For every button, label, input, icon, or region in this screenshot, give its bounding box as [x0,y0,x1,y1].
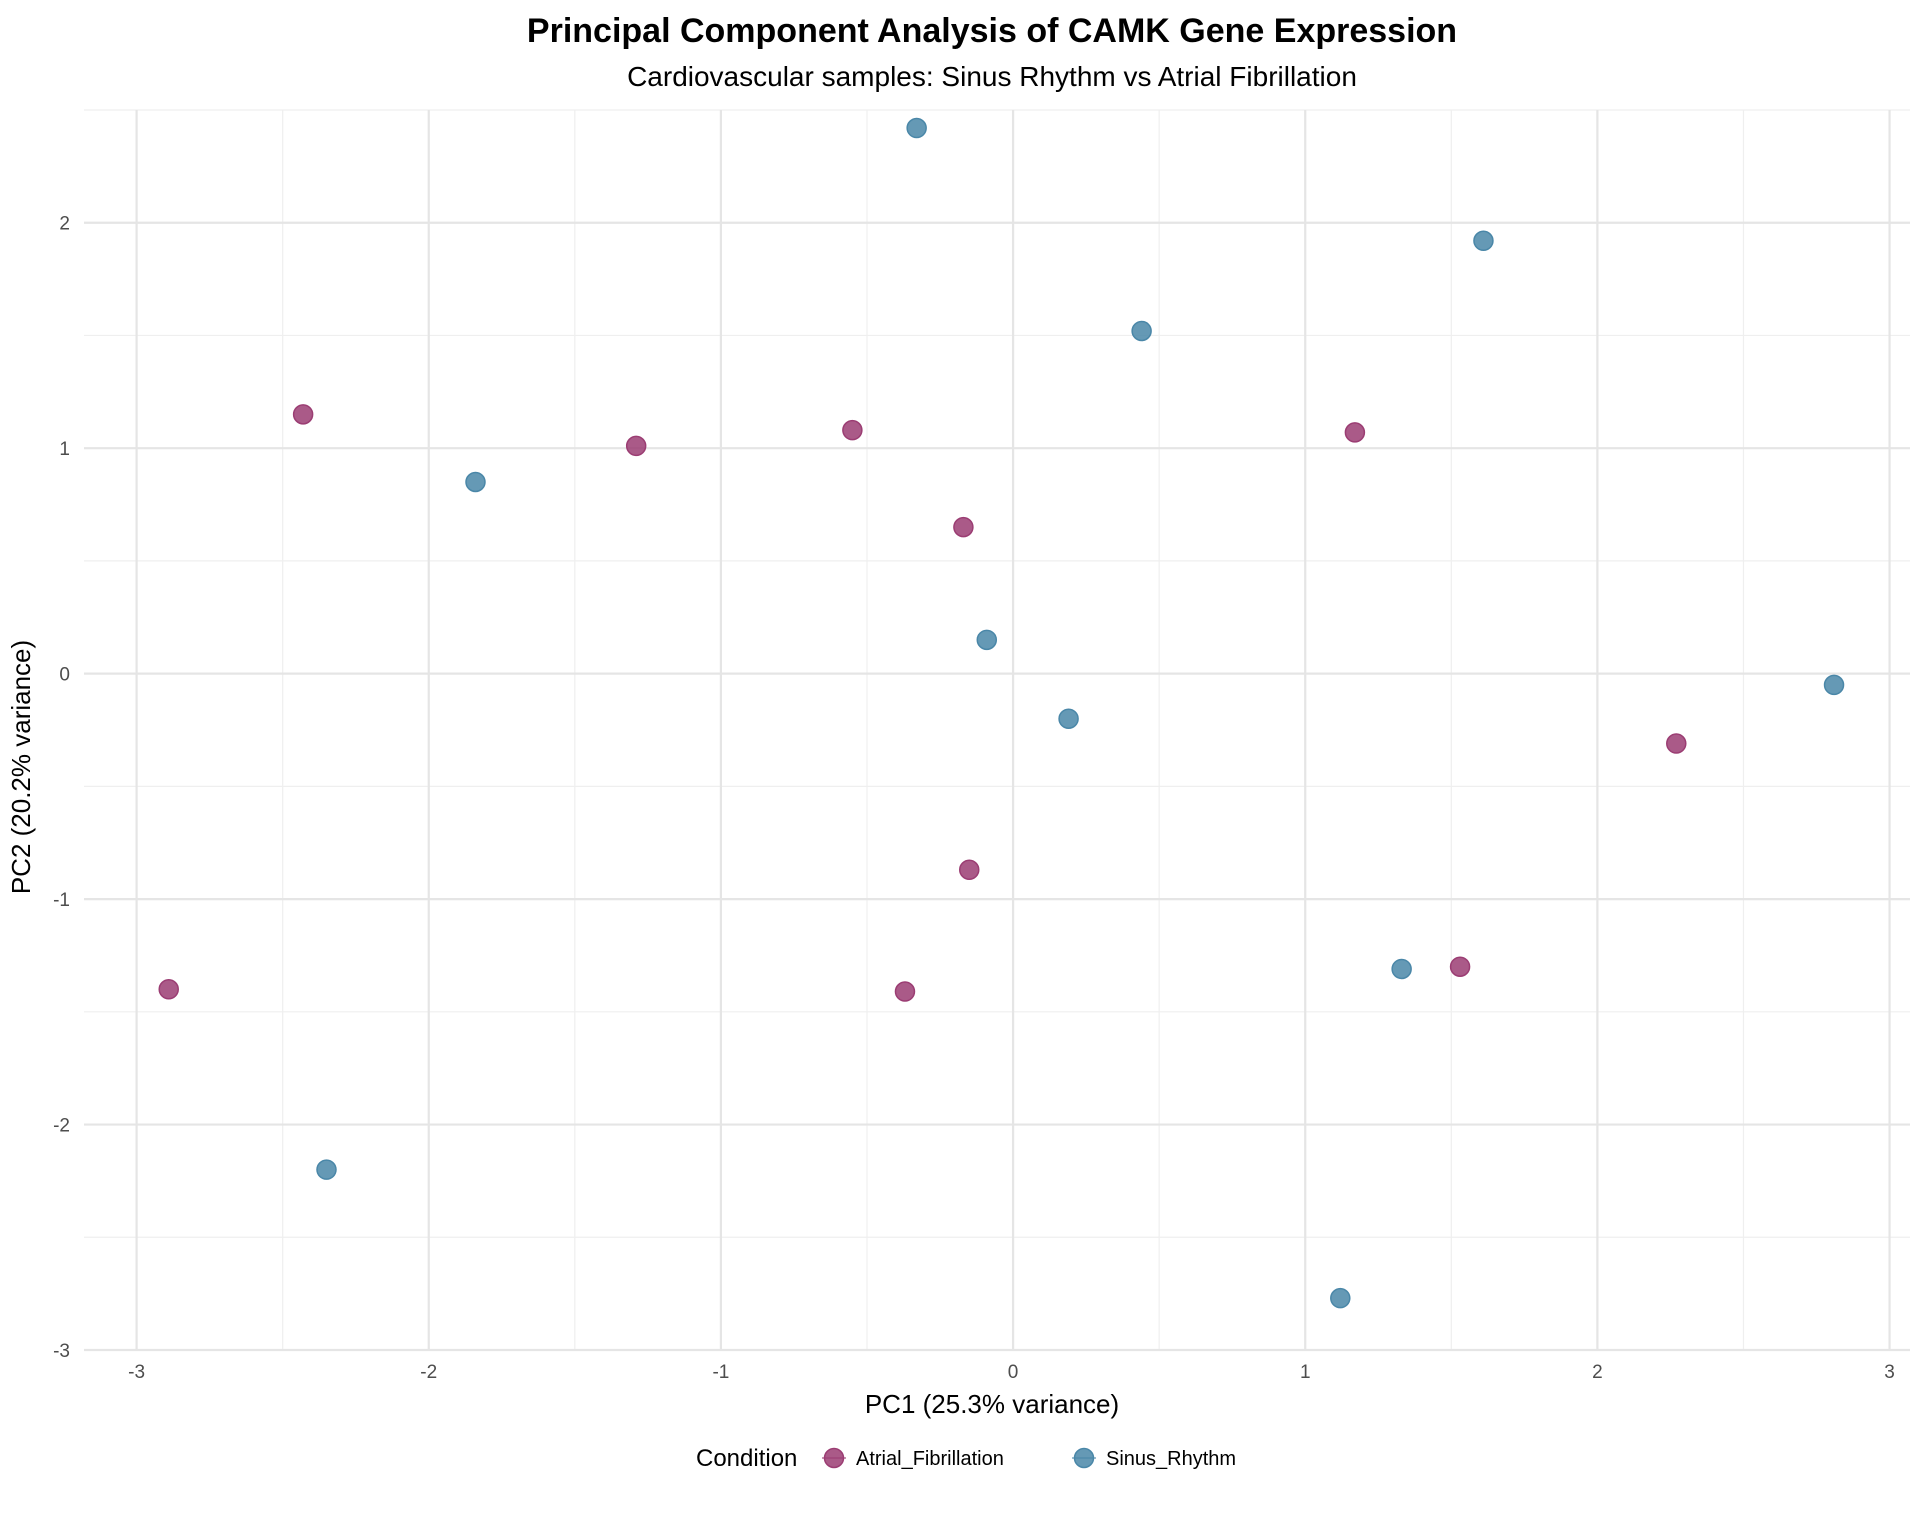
legend-key-marker [823,1447,845,1469]
x-tick-label: 3 [1884,1362,1895,1383]
x-axis-ticks: -3 -2 -1 0 1 2 3 [128,1362,1895,1383]
data-point [1449,956,1471,977]
y-tick-label: 2 [59,214,70,235]
legend-item: Sinus_Rhythm [1072,1447,1236,1470]
x-tick-label: -1 [712,1362,729,1383]
data-point [292,404,314,425]
data-point [958,859,980,881]
y-tick-label: 0 [59,665,70,686]
data-points [158,117,1845,1309]
series-sinus-rhythm [316,117,1845,1309]
data-point [1330,1287,1351,1309]
data-point [953,516,974,538]
data-point [906,117,927,139]
data-point [1391,958,1412,980]
series-atrial-fibrillation [158,404,1687,1002]
data-point [625,435,647,457]
chart-subtitle: Cardiovascular samples: Sinus Rhythm vs … [627,61,1357,92]
x-tick-label: -2 [420,1362,437,1383]
data-point [1058,708,1079,729]
data-point [1823,674,1845,696]
data-point [894,981,916,1002]
legend-item: Atrial_Fibrillation [822,1447,1004,1470]
data-point [1344,422,1366,443]
data-point [1473,230,1494,252]
legend: Condition Atrial_Fibrillation Sinus_Rhyth… [696,1445,1236,1472]
x-tick-label: 2 [1592,1362,1603,1383]
y-tick-label: -1 [53,890,70,911]
grid-lines [84,109,1910,1352]
data-point [1131,320,1152,342]
data-point [316,1159,337,1180]
data-point [842,419,863,441]
legend-title: Condition [696,1445,797,1472]
legend-label: Sinus_Rhythm [1106,1448,1236,1470]
y-axis-ticks: -3 -2 -1 0 1 2 [53,214,70,1362]
data-point [465,471,486,493]
legend-key-marker [1073,1447,1095,1469]
data-point [158,979,179,1000]
chart-title: Principal Component Analysis of CAMK Gen… [527,12,1457,50]
y-tick-label: -3 [53,1341,70,1362]
x-axis-label: PC1 (25.3% variance) [865,1389,1119,1419]
x-tick-label: 0 [1008,1362,1019,1383]
x-tick-label: 1 [1300,1362,1311,1383]
x-tick-label: -3 [128,1362,145,1383]
y-axis-label: PC2 (20.2% variance) [6,640,36,894]
y-tick-label: 1 [59,439,70,460]
data-point [1666,733,1687,754]
legend-label: Atrial_Fibrillation [856,1448,1004,1470]
y-tick-label: -2 [53,1116,70,1137]
legend-items: Atrial_Fibrillation Sinus_Rhythm [822,1447,1236,1470]
data-point [976,629,998,651]
